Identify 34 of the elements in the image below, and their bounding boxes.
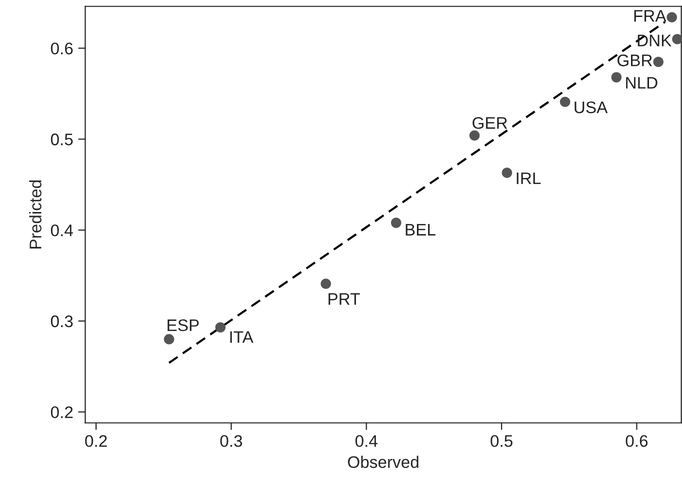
- point: [164, 334, 174, 344]
- point: [666, 12, 678, 22]
- annotation: GER: [472, 117, 508, 129]
- y-tick-label: 0.6: [50, 42, 73, 54]
- point: [469, 130, 480, 141]
- annotation: BEL: [406, 224, 436, 236]
- annotation: ITA: [230, 331, 254, 343]
- x-axis-title: Observed: [348, 456, 418, 468]
- x-tick-label: 0.4: [355, 435, 378, 447]
- point: [672, 34, 682, 44]
- annotation: DNK: [638, 34, 672, 46]
- x-tick-label: 0.3: [220, 435, 242, 447]
- point: [653, 56, 664, 67]
- point: [560, 96, 570, 108]
- y-tick-label: 0.5: [50, 134, 73, 146]
- annotation: IRL: [516, 172, 541, 184]
- x-tick-label: 0.5: [490, 435, 512, 447]
- annotation: NLD: [626, 77, 658, 89]
- y-tick-label: 0.4: [50, 224, 73, 236]
- y-tick-label: 0.2: [50, 406, 73, 418]
- annotation: FRA: [634, 10, 666, 22]
- y-tick-label: 0.3: [50, 315, 73, 328]
- point: [611, 72, 622, 82]
- x-tick-label: 0.6: [626, 435, 648, 447]
- point: [215, 322, 226, 333]
- annotation: USA: [574, 101, 608, 114]
- x-tick-label: 0.2: [85, 435, 107, 447]
- point: [502, 168, 512, 178]
- annotation: PRT: [328, 293, 360, 305]
- annotation: ESP: [168, 319, 199, 332]
- annotation: GBR: [618, 54, 652, 66]
- point: [320, 278, 331, 289]
- y-axis-title: Predicted: [29, 180, 42, 248]
- point: [390, 218, 402, 228]
